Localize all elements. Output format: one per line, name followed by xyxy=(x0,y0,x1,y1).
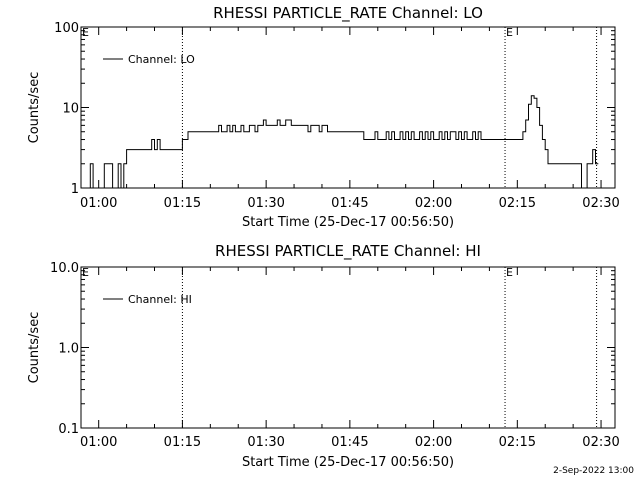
y-axis-label: Counts/sec xyxy=(27,312,42,384)
x-tick-label: 02:30 xyxy=(582,435,619,450)
plot-frame xyxy=(80,266,616,429)
x-tick-label: 01:30 xyxy=(247,196,284,211)
event-marker-label: E xyxy=(82,266,89,279)
x-axis-label: Start Time (25-Dec-17 00:56:50) xyxy=(242,455,454,470)
event-marker-label: E xyxy=(82,26,89,39)
x-axis-label: Start Time (25-Dec-17 00:56:50) xyxy=(242,215,454,230)
x-tick-label: 01:15 xyxy=(164,435,201,450)
x-tick-label: 02:15 xyxy=(499,435,536,450)
chart-title: RHESSI PARTICLE_RATE Channel: LO xyxy=(213,4,483,23)
x-tick-label: 01:45 xyxy=(331,196,368,211)
y-tick-label: 10.0 xyxy=(50,261,79,276)
chart-panel-hi: RHESSI PARTICLE_RATE Channel: HI 0.1 1.0 10… xyxy=(27,242,620,470)
legend-label: Channel: HI xyxy=(128,293,192,306)
date-stamp: 2-Sep-2022 13:00 xyxy=(553,466,634,476)
x-tick-label: 01:45 xyxy=(331,435,368,450)
x-tick-label: 02:00 xyxy=(415,435,452,450)
x-tick-label: 02:15 xyxy=(499,196,536,211)
event-marker-label: E xyxy=(506,266,513,279)
x-tick-label: 01:30 xyxy=(247,435,284,450)
y-tick-label: 10 xyxy=(62,102,79,117)
x-tick-label: 01:00 xyxy=(80,435,117,450)
series-line-lo xyxy=(87,95,599,188)
legend-label: Channel: LO xyxy=(128,53,195,66)
x-tick-label: 02:00 xyxy=(415,196,452,211)
x-tick-label: 01:15 xyxy=(164,196,201,211)
y-tick-label: 0.1 xyxy=(58,422,79,437)
x-tick-label: 02:30 xyxy=(582,196,619,211)
event-marker-label: E xyxy=(506,26,513,39)
plot-frame xyxy=(80,26,616,189)
chart-title: RHESSI PARTICLE_RATE Channel: HI xyxy=(215,242,481,261)
y-tick-label: 1 xyxy=(71,182,79,197)
y-axis-label: Counts/sec xyxy=(27,72,42,144)
chart-panel-lo: RHESSI PARTICLE_RATE Channel: LO 1 10 100 Co… xyxy=(27,4,620,230)
y-tick-label: 1.0 xyxy=(58,342,79,357)
x-tick-label: 01:00 xyxy=(80,196,117,211)
y-tick-label: 100 xyxy=(54,21,79,36)
